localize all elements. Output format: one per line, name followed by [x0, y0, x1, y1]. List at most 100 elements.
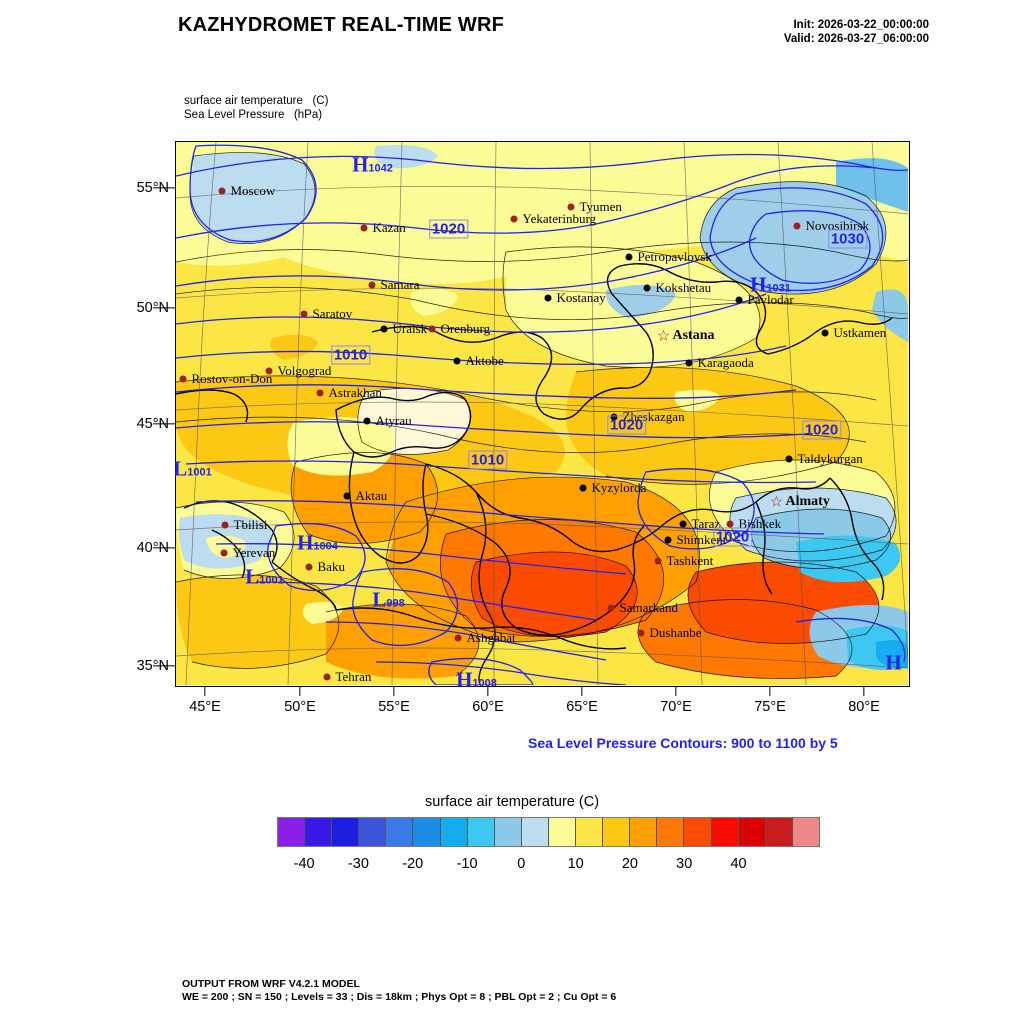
high-pressure-centre-1: H1031: [750, 274, 791, 295]
variable-caption-pressure: Sea Level Pressure (hPa): [184, 109, 323, 121]
pressure-centre-value: 1004: [313, 540, 338, 552]
city-dot-icon: [679, 520, 686, 527]
high-pressure-centre-3: H1004: [297, 532, 338, 553]
pressure-centre-symbol: H: [352, 152, 369, 176]
city-label: Pavlodar: [747, 291, 794, 307]
pressure-centre-symbol: L: [175, 456, 188, 480]
city-label: Orenburg: [440, 320, 491, 336]
pressure-contour-label-2: 1010: [330, 345, 371, 364]
city-label: Zheskazgan: [622, 408, 685, 424]
city-dot-icon: [454, 634, 461, 641]
colorbar-label--20: -20: [402, 856, 424, 872]
weather-map[interactable]: [175, 141, 910, 687]
colorbar-swatch-18: [765, 818, 793, 846]
low-pressure-centre-2: L1001: [175, 458, 212, 479]
city-dot-icon: [380, 325, 387, 332]
valid-time: Valid: 2026-03-27_06:00:00: [783, 33, 929, 45]
city-dot-icon: [821, 329, 828, 336]
city-label: Rostov-on-Don: [191, 370, 273, 386]
pressure-centre-value: 1001: [259, 574, 284, 586]
footer-config-line: WE = 200 ; SN = 150 ; Levels = 33 ; Dis …: [182, 991, 617, 1003]
city-label: Karagaoda: [697, 354, 754, 370]
forecast-timestamps: Init: 2026-03-22_00:00:00 Valid: 2026-03…: [704, 18, 929, 46]
low-pressure-centre-5: L998: [372, 589, 404, 610]
city-dot-icon: [220, 549, 227, 556]
lon-tick-line: [863, 687, 865, 696]
capital-star-icon: ☆: [656, 327, 671, 344]
lon-tick-line: [299, 687, 301, 696]
colorbar-label--30: -30: [347, 856, 369, 872]
colorbar-label-30: 30: [676, 856, 693, 872]
colorbar-swatch-6: [440, 818, 468, 846]
city-label: Taraz: [691, 515, 721, 531]
pressure-centre-value: 1042: [368, 162, 393, 174]
lat-tick-label-40n: 40°N: [136, 540, 169, 556]
city-label: Aktau: [355, 487, 388, 503]
city-label: Volgograd: [277, 362, 332, 378]
city-label: Novosibirsk: [805, 217, 870, 233]
city-dot-icon: [221, 521, 228, 528]
city-label: Kazan: [372, 219, 406, 235]
colorbar-swatch-5: [413, 818, 441, 846]
colorbar-label-0: 0: [517, 856, 526, 872]
lon-tick-label-50e: 50°E: [284, 699, 316, 715]
lon-tick-label-80e: 80°E: [848, 699, 880, 715]
city-label: Dushanbe: [649, 624, 702, 640]
pressure-centre-symbol: H: [297, 530, 314, 554]
city-label: Kostanay: [556, 289, 606, 305]
city-label: Kokshetau: [655, 279, 712, 295]
city-label: Uralsk: [392, 320, 428, 336]
variable-caption: surface air temperature (C) Sea Level Pr…: [184, 94, 328, 122]
city-dot-icon: [785, 455, 792, 462]
pressure-contour-label-0: 1020: [428, 219, 469, 238]
pressure-contour-label-4: 1020: [801, 420, 842, 439]
city-dot-icon: [305, 563, 312, 570]
city-label: Almaty: [785, 493, 830, 509]
lon-tick-label-65e: 65°E: [566, 699, 598, 715]
colorbar-swatches: [277, 817, 820, 847]
city-dot-icon: [218, 187, 225, 194]
city-dot-icon: [453, 357, 460, 364]
colorbar-swatch-0: [278, 818, 306, 846]
city-dot-icon: [643, 284, 650, 291]
city-dot-icon: [726, 520, 733, 527]
colorbar[interactable]: -40 -30 -20 -10 0 10 20 30 40: [277, 817, 820, 872]
lat-tick-label-50n: 50°N: [136, 300, 169, 316]
pressure-centre-value: 998: [386, 597, 405, 609]
city-dot-icon: [637, 629, 644, 636]
colorbar-swatch-15: [684, 818, 712, 846]
lat-tick-label-55n: 55°N: [136, 180, 169, 196]
colorbar-swatch-2: [332, 818, 360, 846]
colorbar-swatch-1: [305, 818, 333, 846]
pressure-contour-label-3: 1020: [606, 415, 647, 434]
city-dot-icon: [579, 484, 586, 491]
colorbar-label--10: -10: [456, 856, 478, 872]
city-dot-icon: [360, 224, 367, 231]
page-title: KAZHYDROMET REAL-TIME WRF: [178, 14, 505, 36]
city-label: Moscow: [230, 182, 276, 198]
map-container[interactable]: 55°N 50°N 45°N 40°N 35°N 45°E 50°E 55°E …: [137, 141, 910, 715]
lon-tick-line: [393, 687, 395, 696]
city-label: Yekaterinburg: [522, 210, 597, 226]
city-dot-icon: [428, 325, 435, 332]
colorbar-label-20: 20: [621, 856, 639, 872]
pressure-centre-value: 1001: [187, 466, 212, 478]
colorbar-label--40: -40: [293, 856, 315, 872]
city-dot-icon: [179, 375, 186, 382]
city-dot-icon: [300, 310, 307, 317]
city-label: Taldykurgan: [797, 450, 863, 466]
lat-tick-line: [153, 665, 175, 667]
city-label: Ustkamen: [833, 324, 887, 340]
init-time: Init: 2026-03-22_00:00:00: [793, 19, 929, 31]
capital-star-icon: ☆: [769, 493, 784, 510]
city-label: Tbilisi: [233, 516, 268, 532]
high-pressure-centre-6: H1008: [456, 669, 497, 688]
city-label: Tehran: [335, 668, 372, 684]
colorbar-swatch-8: [494, 818, 522, 846]
colorbar-swatch-7: [467, 818, 495, 846]
lon-tick-label-55e: 55°E: [378, 699, 410, 715]
colorbar-swatch-11: [576, 818, 604, 846]
city-label: Petropavlovsk: [637, 248, 712, 264]
lat-tick-line: [153, 547, 175, 549]
low-pressure-centre-4: L1001: [245, 566, 284, 587]
